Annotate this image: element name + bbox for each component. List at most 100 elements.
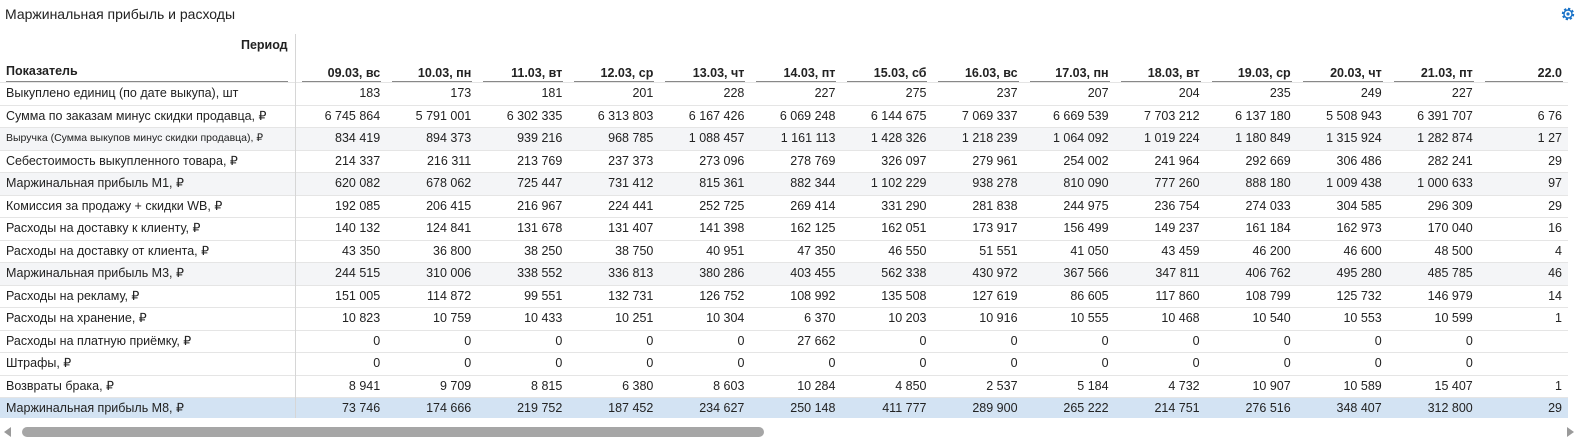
- value-cell: 282 241: [1387, 149, 1479, 173]
- date-column-header[interactable]: 19.03, ср: [1206, 34, 1297, 83]
- value-cell: 338 552: [477, 262, 569, 285]
- value-cell: 725 447: [477, 172, 569, 195]
- value-cell: 234 627: [659, 397, 751, 418]
- value-cell: 146 979: [1387, 284, 1479, 308]
- row-label: Выручка (Сумма выкупов минус скидки прод…: [0, 127, 296, 150]
- value-cell: 0: [386, 352, 478, 375]
- row-label: Себестоимость выкупленного товара, ₽: [0, 149, 296, 173]
- value-cell: 97: [1478, 172, 1568, 195]
- row-label: Комиссия за продажу + скидки WB, ₽: [0, 194, 296, 218]
- date-column-header[interactable]: 12.03, ср: [568, 34, 659, 83]
- value-cell: 38 750: [568, 239, 660, 263]
- value-cell: 6 144 675: [841, 104, 933, 128]
- value-cell: 0: [1114, 329, 1206, 353]
- scroll-right-icon[interactable]: [1567, 427, 1574, 437]
- value-cell: 0: [295, 329, 387, 353]
- value-cell: [1478, 329, 1568, 353]
- value-cell: 0: [1023, 352, 1115, 375]
- value-cell: 5 791 001: [386, 104, 478, 128]
- value-cell: 1 27: [1478, 127, 1568, 150]
- value-cell: 278 769: [750, 149, 842, 173]
- value-cell: 968 785: [568, 127, 660, 150]
- value-cell: 149 237: [1114, 217, 1206, 240]
- value-cell: 43 350: [295, 239, 387, 263]
- header-underline: [301, 81, 382, 82]
- value-cell: 0: [568, 329, 660, 353]
- value-cell: 213 769: [477, 149, 569, 173]
- value-cell: 249: [1296, 82, 1388, 105]
- value-cell: 275: [841, 82, 933, 105]
- value-cell: 1 000 633: [1387, 172, 1479, 195]
- value-cell: 237: [932, 82, 1024, 105]
- value-cell: 204: [1114, 82, 1206, 105]
- value-cell: 187 452: [568, 397, 660, 418]
- header-underline: [1484, 81, 1563, 82]
- header-underline: [1029, 81, 1110, 82]
- value-cell: 46: [1478, 262, 1568, 285]
- date-column-header[interactable]: 13.03, чт: [659, 34, 750, 83]
- value-cell: 269 414: [750, 194, 842, 218]
- value-cell: 367 566: [1023, 262, 1115, 285]
- row-label: Расходы на доставку от клиента, ₽: [0, 239, 296, 263]
- date-column-header[interactable]: 16.03, вс: [932, 34, 1023, 83]
- value-cell: 430 972: [932, 262, 1024, 285]
- date-column-header[interactable]: 15.03, сб: [841, 34, 932, 83]
- value-cell: 108 992: [750, 284, 842, 308]
- value-cell: 40 951: [659, 239, 751, 263]
- value-cell: 14: [1478, 284, 1568, 308]
- table-row: Выручка (Сумма выкупов минус скидки прод…: [0, 127, 1568, 150]
- date-column-header[interactable]: 11.03, вт: [477, 34, 568, 83]
- value-cell: 810 090: [1023, 172, 1115, 195]
- value-cell: 156 499: [1023, 217, 1115, 240]
- scroll-left-icon[interactable]: [4, 427, 11, 437]
- date-label: 13.03, чт: [692, 66, 745, 80]
- value-cell: 227: [1387, 82, 1479, 105]
- value-cell: 0: [659, 352, 751, 375]
- value-cell: 8 941: [295, 374, 387, 398]
- value-cell: 201: [568, 82, 660, 105]
- value-cell: 834 419: [295, 127, 387, 150]
- value-cell: 10 284: [750, 374, 842, 398]
- date-column-header[interactable]: 20.03, чт: [1297, 34, 1388, 83]
- row-label: Маржинальная прибыль М3, ₽: [0, 262, 296, 285]
- value-cell: 403 455: [750, 262, 842, 285]
- value-cell: 73 746: [295, 397, 387, 418]
- value-cell: 0: [295, 352, 387, 375]
- date-column-header[interactable]: 18.03, вт: [1115, 34, 1206, 83]
- date-column-header[interactable]: 21.03, пт: [1388, 34, 1479, 83]
- value-cell: 126 752: [659, 284, 751, 308]
- scrollbar-thumb[interactable]: [22, 427, 764, 437]
- value-cell: 0: [659, 329, 751, 353]
- value-cell: 1: [1478, 374, 1568, 398]
- table-row: Штрафы, ₽0 0 0 0 0 0 0 0 0 0 0 0 0: [0, 352, 1568, 375]
- value-cell: 214 751: [1114, 397, 1206, 418]
- date-column-header[interactable]: 09.03, вс: [295, 34, 386, 83]
- value-cell: 10 907: [1205, 374, 1297, 398]
- header-underline: [392, 81, 473, 82]
- date-column-header[interactable]: 22.0: [1479, 34, 1568, 83]
- value-cell: 265 222: [1023, 397, 1115, 418]
- date-column-header[interactable]: 10.03, пн: [386, 34, 477, 83]
- value-cell: 1 088 457: [659, 127, 751, 150]
- value-cell: 882 344: [750, 172, 842, 195]
- value-cell: 815 361: [659, 172, 751, 195]
- date-column-header[interactable]: 17.03, пн: [1024, 34, 1115, 83]
- value-cell: 241 964: [1114, 149, 1206, 173]
- value-cell: 485 785: [1387, 262, 1479, 285]
- value-cell: 43 459: [1114, 239, 1206, 263]
- horizontal-scrollbar[interactable]: [0, 424, 1583, 440]
- table-row: Маржинальная прибыль М3, ₽244 515 310 006…: [0, 262, 1568, 285]
- value-cell: 273 096: [659, 149, 751, 173]
- value-cell: 347 811: [1114, 262, 1206, 285]
- value-cell: 216 311: [386, 149, 478, 173]
- gear-icon[interactable]: [1560, 6, 1576, 22]
- value-cell: 162 051: [841, 217, 933, 240]
- indicator-label: Показатель: [6, 64, 78, 78]
- row-label: Расходы на доставку к клиенту, ₽: [0, 217, 296, 240]
- value-cell: 236 754: [1114, 194, 1206, 218]
- date-column-header[interactable]: 14.03, пт: [750, 34, 841, 83]
- value-cell: 16: [1478, 217, 1568, 240]
- value-cell: 6 167 426: [659, 104, 751, 128]
- value-cell: 9 709: [386, 374, 478, 398]
- value-cell: 29: [1478, 194, 1568, 218]
